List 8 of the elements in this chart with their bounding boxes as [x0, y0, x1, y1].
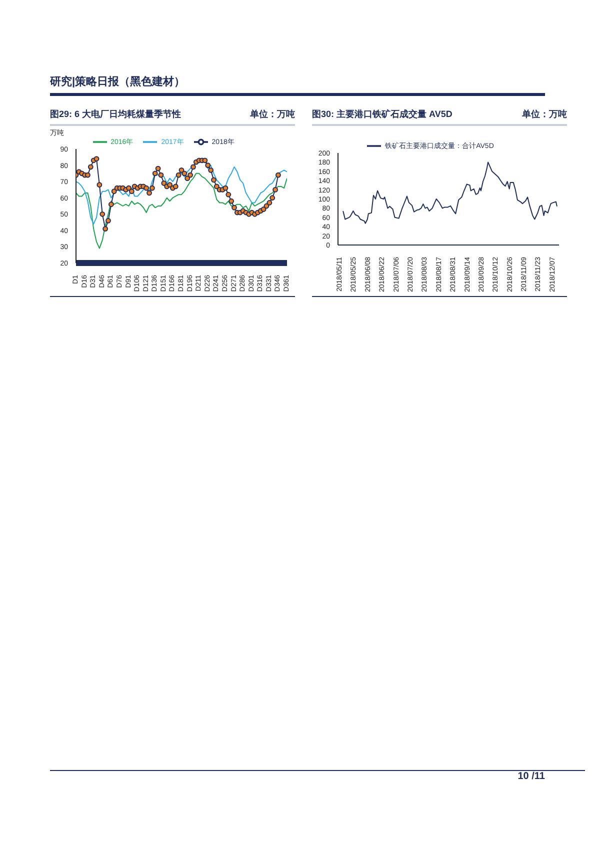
text: 10 /11	[50, 770, 585, 782]
text: 研究|策略日报（黑色建材）	[50, 74, 545, 96]
chart-subtitle: 单位：万吨	[522, 108, 567, 121]
chart-title: 图29: 6 大电厂日均耗煤量季节性	[50, 108, 182, 121]
chart-subtitle: 单位：万吨	[250, 108, 295, 121]
chart-title: 图30: 主要港口铁矿石成交量 AV5D	[312, 108, 452, 121]
line-series	[342, 162, 558, 224]
line-series	[76, 172, 287, 249]
